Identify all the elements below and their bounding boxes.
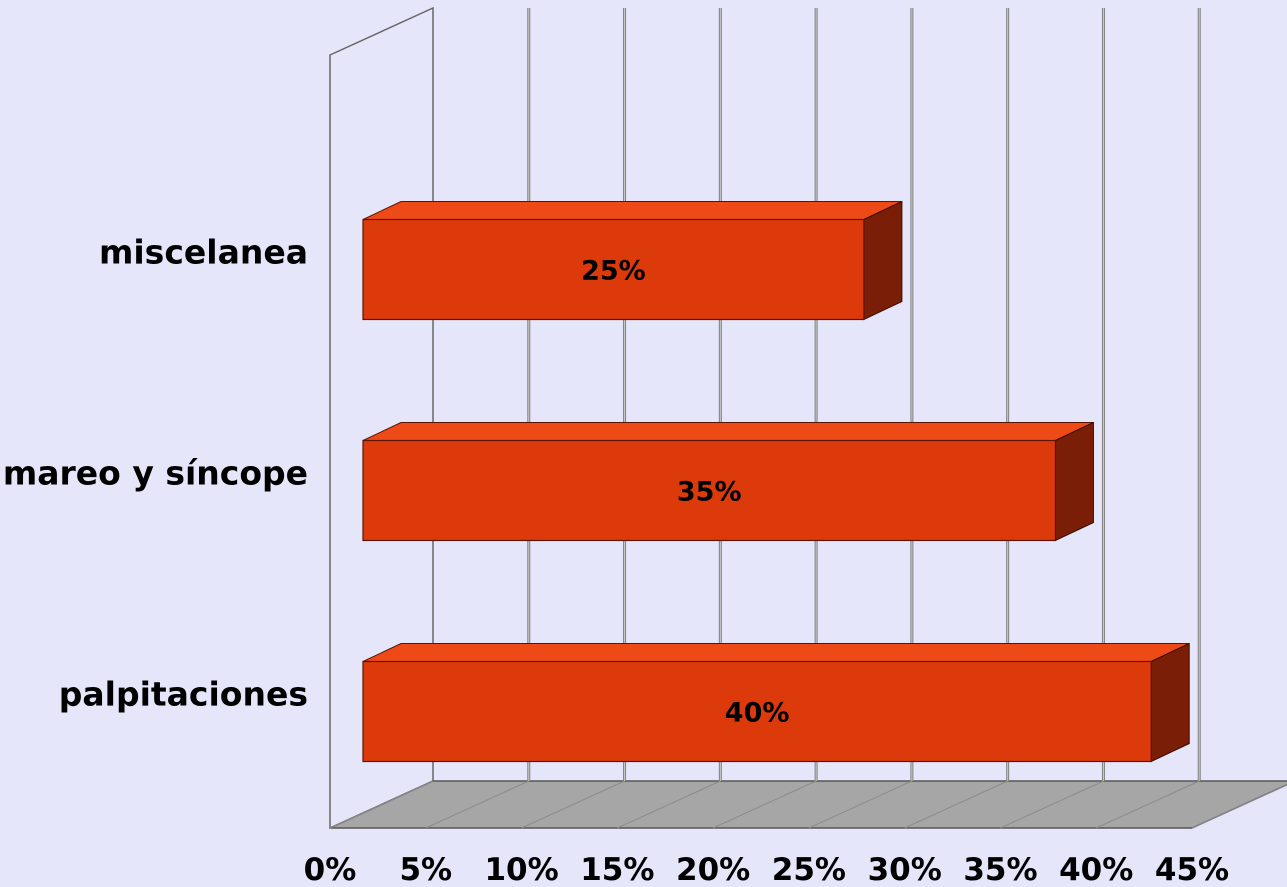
x-tick-label-1: 5%: [399, 852, 452, 887]
bar-1: [362, 439, 1057, 542]
floor-line-6: [904, 780, 1008, 829]
data-label-2: 40%: [725, 698, 790, 729]
floor: [329, 780, 1287, 829]
floor-line-1: [425, 780, 529, 829]
category-labels: miscelanea mareo y síncope palpitaciones: [3, 233, 308, 714]
bars: 25% 35% 40%: [362, 200, 1190, 763]
bar-side-0: [863, 200, 903, 321]
floor-line-0: [329, 780, 434, 829]
bar-side-1: [1054, 421, 1094, 542]
x-tick-label-7: 35%: [963, 852, 1037, 887]
floor-line-5: [808, 780, 913, 829]
x-tick-label-8: 40%: [1059, 852, 1133, 887]
x-tick-label-4: 20%: [676, 852, 750, 887]
x-tick-label-9: 45%: [1155, 852, 1229, 887]
bar-2: [362, 660, 1152, 763]
bar-0: [362, 218, 865, 321]
floor-line-4: [712, 780, 817, 829]
data-label-1: 35%: [677, 477, 742, 508]
category-label-1: mareo y síncope: [3, 454, 308, 493]
data-label-0: 25%: [581, 256, 646, 287]
floor-line-3: [617, 780, 721, 829]
bar-top-0: [362, 201, 903, 220]
category-label-0: miscelanea: [99, 233, 308, 272]
x-tick-label-3: 15%: [580, 852, 654, 887]
floor-line-7: [1000, 780, 1104, 829]
x-tick-label-6: 30%: [868, 852, 942, 887]
bar-top-1: [362, 422, 1094, 441]
x-tick-labels: 0% 5% 10% 15% 20% 25% 30% 35% 40% 45%: [304, 852, 1229, 887]
x-tick-label-2: 10%: [484, 852, 558, 887]
x-tick-label-5: 25%: [772, 852, 846, 887]
category-label-2: palpitaciones: [59, 675, 308, 714]
floor-line-2: [521, 780, 625, 829]
floor-line-9: [1191, 784, 1287, 829]
bar-top-2: [362, 643, 1190, 662]
bar-side-2: [1150, 642, 1190, 763]
floor-line-8: [1096, 780, 1200, 829]
x-tick-label-0: 0%: [304, 852, 357, 887]
